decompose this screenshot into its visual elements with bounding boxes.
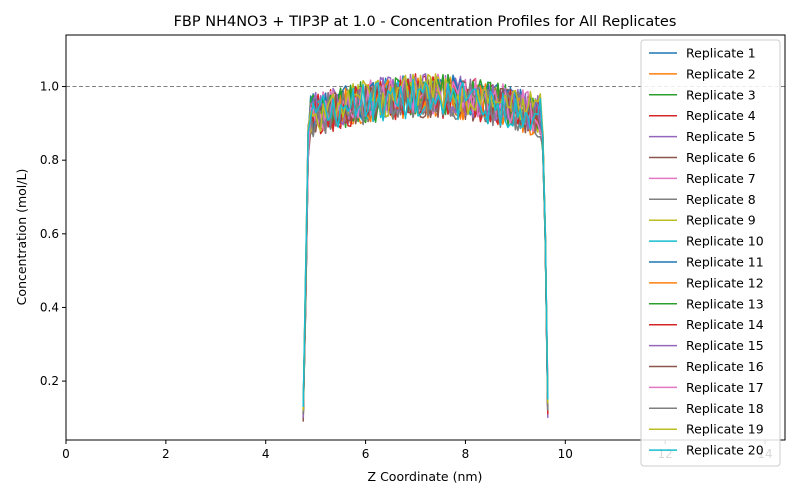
series-line-replicate-5 (302, 73, 549, 418)
legend-box (640, 39, 781, 467)
legend-label: Replicate 14 (686, 317, 764, 332)
x-tick-label: 10 (558, 447, 573, 461)
legend-label: Replicate 8 (686, 192, 756, 207)
y-axis: 0.2 0.4 0.6 0.8 1.0 (40, 80, 66, 388)
legend-label: Replicate 5 (686, 129, 756, 144)
series-line-replicate-8 (302, 78, 549, 415)
y-tick-label: 1.0 (40, 80, 59, 94)
legend-label: Replicate 13 (686, 296, 764, 311)
x-axis-label: Z Coordinate (nm) (368, 469, 483, 484)
y-axis-label: Concentration (mol/L) (14, 169, 29, 306)
legend-label: Replicate 19 (686, 422, 764, 437)
y-tick-label: 0.4 (40, 300, 59, 314)
legend-label: Replicate 11 (686, 255, 764, 270)
series-line-replicate-20 (302, 78, 549, 407)
legend-label: Replicate 18 (686, 401, 764, 416)
series-line-replicate-3 (302, 78, 549, 418)
legend-label: Replicate 9 (686, 213, 756, 228)
series-line-replicate-18 (302, 79, 549, 415)
series-line-replicate-16 (302, 78, 549, 415)
x-tick-label: 2 (162, 447, 170, 461)
series-line-replicate-19 (302, 73, 549, 411)
legend-label: Replicate 15 (686, 338, 764, 353)
legend-label: Replicate 6 (686, 150, 756, 165)
series-line-replicate-13 (302, 73, 549, 415)
legend-label: Replicate 16 (686, 359, 764, 374)
legend-label: Replicate 20 (686, 443, 764, 458)
y-tick-label: 0.2 (40, 374, 59, 388)
series-line-replicate-6 (302, 78, 549, 422)
legend-label: Replicate 17 (686, 380, 764, 395)
chart-title: FBP NH4NO3 + TIP3P at 1.0 - Concentratio… (174, 14, 677, 30)
legend-label: Replicate 2 (686, 66, 756, 81)
legend-label: Replicate 4 (686, 108, 756, 123)
legend-label: Replicate 10 (686, 234, 764, 249)
series-line-replicate-12 (302, 77, 549, 418)
legend-label: Replicate 3 (686, 87, 756, 102)
legend-label: Replicate 7 (686, 171, 756, 186)
x-tick-label: 4 (262, 447, 270, 461)
y-tick-label: 0.8 (40, 153, 59, 167)
x-tick-label: 8 (462, 447, 470, 461)
x-tick-label: 0 (62, 447, 70, 461)
legend-label: Replicate 12 (686, 275, 764, 290)
plot-area (66, 73, 785, 422)
legend: Replicate 1 Replicate 2 Replicate 3 Replica… (640, 39, 781, 467)
series-line-replicate-10 (302, 79, 549, 407)
series-line-replicate-14 (302, 78, 549, 415)
x-tick-label: 6 (362, 447, 370, 461)
legend-label: Replicate 1 (686, 46, 756, 61)
plot-frame (65, 34, 786, 441)
y-tick-label: 0.6 (40, 227, 59, 241)
